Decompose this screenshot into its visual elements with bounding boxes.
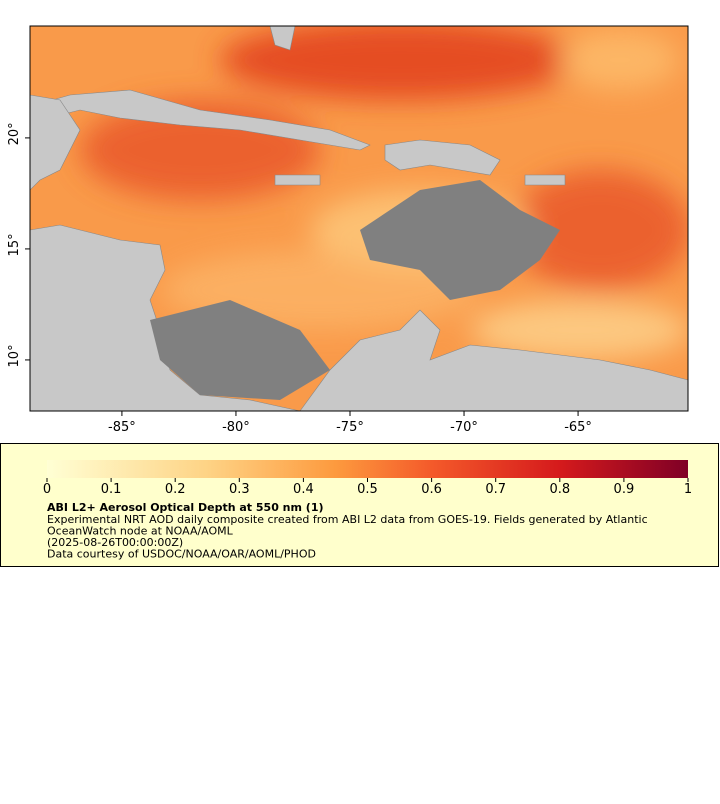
colorbar-tick-label: 0.1 <box>101 482 122 497</box>
colorbar-tick-label: 0.5 <box>357 482 378 497</box>
y-tick-label: 10° <box>7 344 22 367</box>
colorbar-tick-label: 0.6 <box>421 482 442 497</box>
y-tick-label: 15° <box>7 233 22 256</box>
x-tick-label: -75° <box>336 420 364 435</box>
map-frame <box>29 25 689 412</box>
colorbar-tick-label: 0 <box>43 482 51 497</box>
colorbar-tick-label: 0.9 <box>614 482 635 497</box>
colorbar-tick-label: 1 <box>684 482 692 497</box>
colorbar-tick-label: 0.3 <box>229 482 250 497</box>
legend-title: ABI L2+ Aerosol Optical Depth at 550 nm … <box>47 501 324 514</box>
legend-line: Data courtesy of USDOC/NOAA/OAR/AOML/PHO… <box>47 548 316 561</box>
y-tick-label: 20° <box>7 122 22 145</box>
x-tick-label: -85° <box>108 420 136 435</box>
colorbar-tick-label: 0.7 <box>485 482 506 497</box>
legend-line: Experimental NRT AOD daily composite cre… <box>47 513 648 526</box>
legend-line: (2025-08-26T00:00:00Z) <box>47 536 183 549</box>
map-image <box>30 26 688 411</box>
x-tick-label: -80° <box>222 420 250 435</box>
colorbar <box>47 460 688 478</box>
legend-line: OceanWatch node at NOAA/AOML <box>47 525 234 538</box>
colorbar-tick-label: 0.4 <box>293 482 314 497</box>
x-tick-label: -65° <box>564 420 592 435</box>
colorbar-tick-label: 0.2 <box>165 482 186 497</box>
colorbar-tick-label: 0.8 <box>549 482 570 497</box>
x-tick-label: -70° <box>450 420 478 435</box>
